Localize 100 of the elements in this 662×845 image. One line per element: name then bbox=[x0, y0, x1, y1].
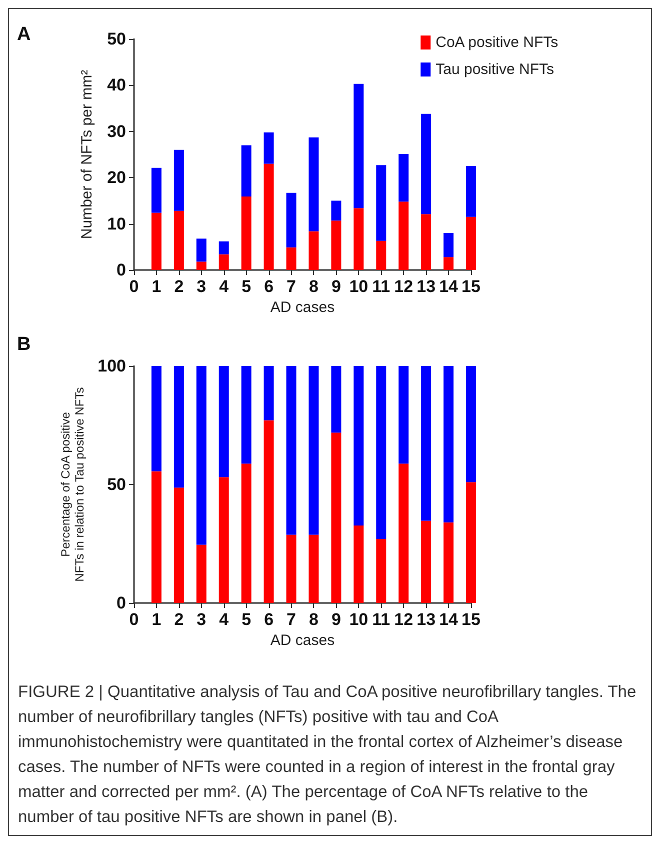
bar bbox=[264, 366, 274, 420]
y-tick-label: 0 bbox=[116, 594, 126, 612]
x-tick-label: 3 bbox=[196, 277, 206, 296]
bar bbox=[376, 165, 386, 241]
y-tick-label: 10 bbox=[107, 214, 126, 234]
x-tick-label: 0 bbox=[129, 277, 139, 296]
x-tick-label: 10 bbox=[349, 277, 368, 296]
x-tick-label: 10 bbox=[349, 610, 368, 629]
bar bbox=[398, 154, 409, 202]
x-tick-label: 14 bbox=[439, 610, 459, 629]
bar bbox=[196, 262, 206, 270]
bar bbox=[174, 488, 184, 603]
x-tick-label: 9 bbox=[331, 277, 341, 296]
x-tick-label: 6 bbox=[264, 277, 274, 296]
x-tick-label: 15 bbox=[462, 610, 480, 629]
bar bbox=[196, 366, 206, 545]
bar bbox=[354, 526, 364, 603]
bar bbox=[398, 464, 409, 603]
bar bbox=[264, 132, 274, 164]
y-axis-title: Number of NFTs per mm² bbox=[78, 70, 96, 240]
bar bbox=[331, 200, 342, 221]
bar bbox=[174, 366, 184, 488]
bar bbox=[286, 534, 296, 603]
bar bbox=[174, 210, 184, 270]
x-tick-label: 3 bbox=[196, 610, 206, 629]
legend-label: Tau positive NFTs bbox=[436, 61, 554, 78]
bar bbox=[354, 84, 364, 208]
bar bbox=[444, 257, 454, 270]
bar bbox=[151, 366, 162, 472]
y-tick-label: 0 bbox=[116, 260, 126, 280]
bar bbox=[241, 145, 252, 197]
y-tick-label: 30 bbox=[107, 122, 126, 141]
bar bbox=[376, 539, 386, 603]
caption: FIGURE 2 | Quantitative analysis of Tau and CoA positive neurofibrillary tangles. The number of neurofibrillary tangles (NFTs) positive with tau and CoA immunohistochemistry were quantitated in the frontal cortex of Alzheimer’s disease cases. The number of NFTs were counted in a region of interest in the frontal gray matter and corrected per mm². (A) The percentage of CoA NFTs relative to the number of tau positive NFTs are shown in panel (B). bbox=[18, 682, 638, 828]
x-tick-label: 11 bbox=[372, 277, 390, 296]
legend-label: CoA positive NFTs bbox=[436, 34, 558, 51]
x-tick-label: 8 bbox=[309, 610, 318, 629]
bar bbox=[354, 208, 364, 270]
x-tick-label: 5 bbox=[242, 610, 252, 629]
x-tick-label: 8 bbox=[309, 277, 318, 296]
x-tick-label: 7 bbox=[286, 277, 296, 296]
x-tick-label: 11 bbox=[372, 610, 390, 629]
x-tick-label: 12 bbox=[394, 277, 414, 296]
x-tick-label: 6 bbox=[264, 610, 274, 629]
x-tick-label: 9 bbox=[331, 610, 341, 629]
bar bbox=[466, 216, 476, 270]
bar bbox=[421, 520, 432, 603]
x-tick-label: 1 bbox=[152, 610, 162, 629]
x-tick-label: 13 bbox=[416, 610, 436, 629]
x-axis-title: AD cases bbox=[270, 632, 335, 649]
bar bbox=[308, 231, 319, 270]
bar bbox=[376, 240, 386, 270]
bar bbox=[286, 247, 296, 270]
bar bbox=[174, 150, 184, 211]
bar bbox=[444, 233, 454, 258]
bar bbox=[151, 471, 162, 603]
y-axis-title: Percentage of CoA positive NFTs in relation to Tau positive NFTs bbox=[58, 387, 87, 582]
bar bbox=[466, 166, 476, 217]
bar bbox=[264, 164, 274, 270]
x-tick-label: 5 bbox=[242, 277, 252, 296]
bar bbox=[466, 366, 476, 482]
bar bbox=[241, 196, 252, 270]
bar bbox=[151, 168, 162, 213]
x-tick-label: 14 bbox=[439, 277, 459, 296]
bar bbox=[331, 220, 342, 270]
x-axis-title: AD cases bbox=[270, 299, 335, 316]
bar bbox=[264, 420, 274, 603]
bar bbox=[354, 366, 364, 526]
bar bbox=[421, 366, 432, 521]
bar bbox=[308, 366, 319, 535]
x-tick-label: 2 bbox=[174, 277, 184, 296]
x-tick-label: 7 bbox=[286, 610, 296, 629]
bar bbox=[444, 522, 454, 603]
x-tick-label: 4 bbox=[219, 277, 230, 296]
x-tick-label: 4 bbox=[219, 610, 230, 629]
chart-title: B bbox=[17, 334, 31, 355]
bar bbox=[444, 366, 454, 522]
y-tick-label: 20 bbox=[107, 168, 126, 188]
chart-title: A bbox=[17, 24, 31, 45]
bar bbox=[218, 254, 229, 270]
bar bbox=[196, 544, 206, 603]
bar bbox=[241, 464, 252, 603]
bar bbox=[218, 241, 229, 254]
bar bbox=[466, 482, 476, 603]
bar bbox=[331, 432, 342, 603]
bar bbox=[398, 202, 409, 270]
bar bbox=[241, 366, 252, 464]
bar bbox=[421, 214, 432, 270]
x-tick-label: 1 bbox=[152, 277, 162, 296]
bar bbox=[286, 192, 296, 248]
x-tick-label: 2 bbox=[174, 610, 184, 629]
bar bbox=[421, 114, 432, 214]
x-tick-label: 13 bbox=[416, 277, 436, 296]
bar bbox=[331, 366, 342, 433]
bar bbox=[151, 212, 162, 270]
bar bbox=[196, 238, 206, 262]
bar bbox=[286, 366, 296, 535]
y-tick-label: 50 bbox=[107, 475, 126, 494]
x-tick-label: 0 bbox=[129, 610, 139, 629]
x-tick-label: 15 bbox=[462, 277, 480, 296]
